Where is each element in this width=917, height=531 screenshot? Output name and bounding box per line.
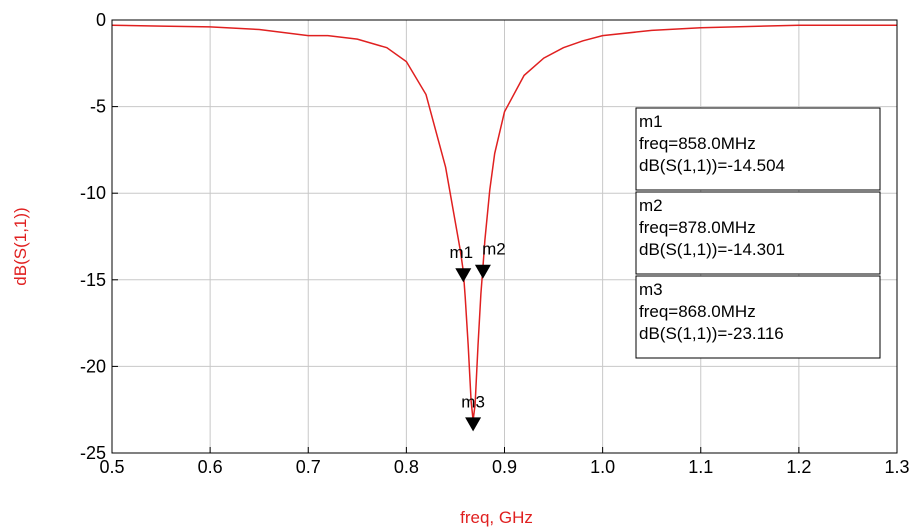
marker-m1 bbox=[455, 268, 472, 283]
marker-box-1: m1 freq=858.0MHz dB(S(1,1))=-14.504 bbox=[635, 107, 881, 191]
marker-label-m3: m3 bbox=[461, 392, 485, 411]
y-tick-labels: 0 -5 -10 -15 -20 -25 bbox=[80, 10, 106, 463]
x-tick-label: 0.8 bbox=[394, 457, 419, 477]
marker-box-line: dB(S(1,1))=-14.301 bbox=[639, 240, 785, 259]
x-tick-label: 0.6 bbox=[198, 457, 223, 477]
marker-label-m2: m2 bbox=[482, 240, 506, 259]
y-tick-label: -25 bbox=[80, 443, 106, 463]
marker-box-2: m2 freq=878.0MHz dB(S(1,1))=-14.301 bbox=[635, 191, 881, 275]
y-axis-label: dB(S(1,1)) bbox=[11, 207, 30, 285]
marker-box-frame bbox=[635, 107, 881, 191]
plot-frame bbox=[111, 19, 898, 454]
marker-box-line: m2 bbox=[639, 196, 663, 215]
y-tick-label: -5 bbox=[90, 97, 106, 117]
y-tick-label: -10 bbox=[80, 183, 106, 203]
y-tick-label: -20 bbox=[80, 356, 106, 376]
x-tick-labels: 0.5 0.6 0.7 0.8 0.9 1.0 1.1 1.2 1.3 bbox=[99, 457, 909, 477]
marker-box-3: m3 freq=868.0MHz dB(S(1,1))=-23.116 bbox=[635, 275, 881, 359]
y-tick-label: -15 bbox=[80, 270, 106, 290]
marker-box-line: dB(S(1,1))=-14.504 bbox=[639, 156, 785, 175]
marker-box-line: freq=878.0MHz bbox=[639, 218, 756, 237]
marker-label-m1: m1 bbox=[449, 243, 473, 262]
marker-box-line: m3 bbox=[639, 280, 663, 299]
markers-layer: m1 m2 m3 bbox=[449, 240, 506, 432]
x-tick-label: 0.9 bbox=[492, 457, 517, 477]
marker-box-frame bbox=[635, 191, 881, 275]
x-tick-label: 1.3 bbox=[884, 457, 909, 477]
marker-box-line: m1 bbox=[639, 112, 663, 131]
x-tick-label: 1.1 bbox=[688, 457, 713, 477]
x-tick-label: 1.0 bbox=[590, 457, 615, 477]
marker-readout-boxes: m1 freq=858.0MHz dB(S(1,1))=-14.504 m2 freq=… bbox=[635, 107, 881, 359]
x-axis-label: freq, GHz bbox=[460, 508, 533, 527]
y-tick-label: 0 bbox=[96, 10, 106, 30]
x-tick-label: 0.7 bbox=[296, 457, 321, 477]
marker-box-frame bbox=[635, 275, 881, 359]
marker-m2 bbox=[474, 264, 491, 279]
x-tick-label: 1.2 bbox=[786, 457, 811, 477]
marker-box-line: freq=858.0MHz bbox=[639, 134, 756, 153]
marker-box-line: freq=868.0MHz bbox=[639, 302, 756, 321]
x-tick-label: 0.5 bbox=[99, 457, 124, 477]
marker-m3 bbox=[465, 417, 482, 432]
marker-box-line: dB(S(1,1))=-23.116 bbox=[639, 324, 784, 343]
